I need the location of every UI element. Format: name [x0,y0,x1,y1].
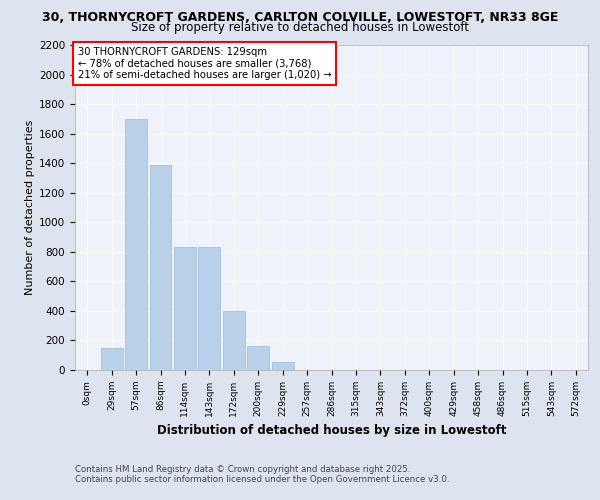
Bar [223,311,245,370]
Bar [149,164,172,370]
Bar [199,248,220,370]
Bar [174,248,196,370]
Y-axis label: Number of detached properties: Number of detached properties [25,120,35,295]
X-axis label: Distribution of detached houses by size in Lowestoft: Distribution of detached houses by size … [157,424,506,438]
Text: Contains HM Land Registry data © Crown copyright and database right 2025.: Contains HM Land Registry data © Crown c… [75,466,410,474]
Bar [247,346,269,370]
Text: 30 THORNYCROFT GARDENS: 129sqm
← 78% of detached houses are smaller (3,768)
21% : 30 THORNYCROFT GARDENS: 129sqm ← 78% of … [77,46,331,80]
Text: 30, THORNYCROFT GARDENS, CARLTON COLVILLE, LOWESTOFT, NR33 8GE: 30, THORNYCROFT GARDENS, CARLTON COLVILL… [42,11,558,24]
Text: Contains public sector information licensed under the Open Government Licence v3: Contains public sector information licen… [75,475,449,484]
Text: Size of property relative to detached houses in Lowestoft: Size of property relative to detached ho… [131,22,469,35]
Bar [101,348,122,370]
Bar [272,362,293,370]
Bar [125,119,147,370]
